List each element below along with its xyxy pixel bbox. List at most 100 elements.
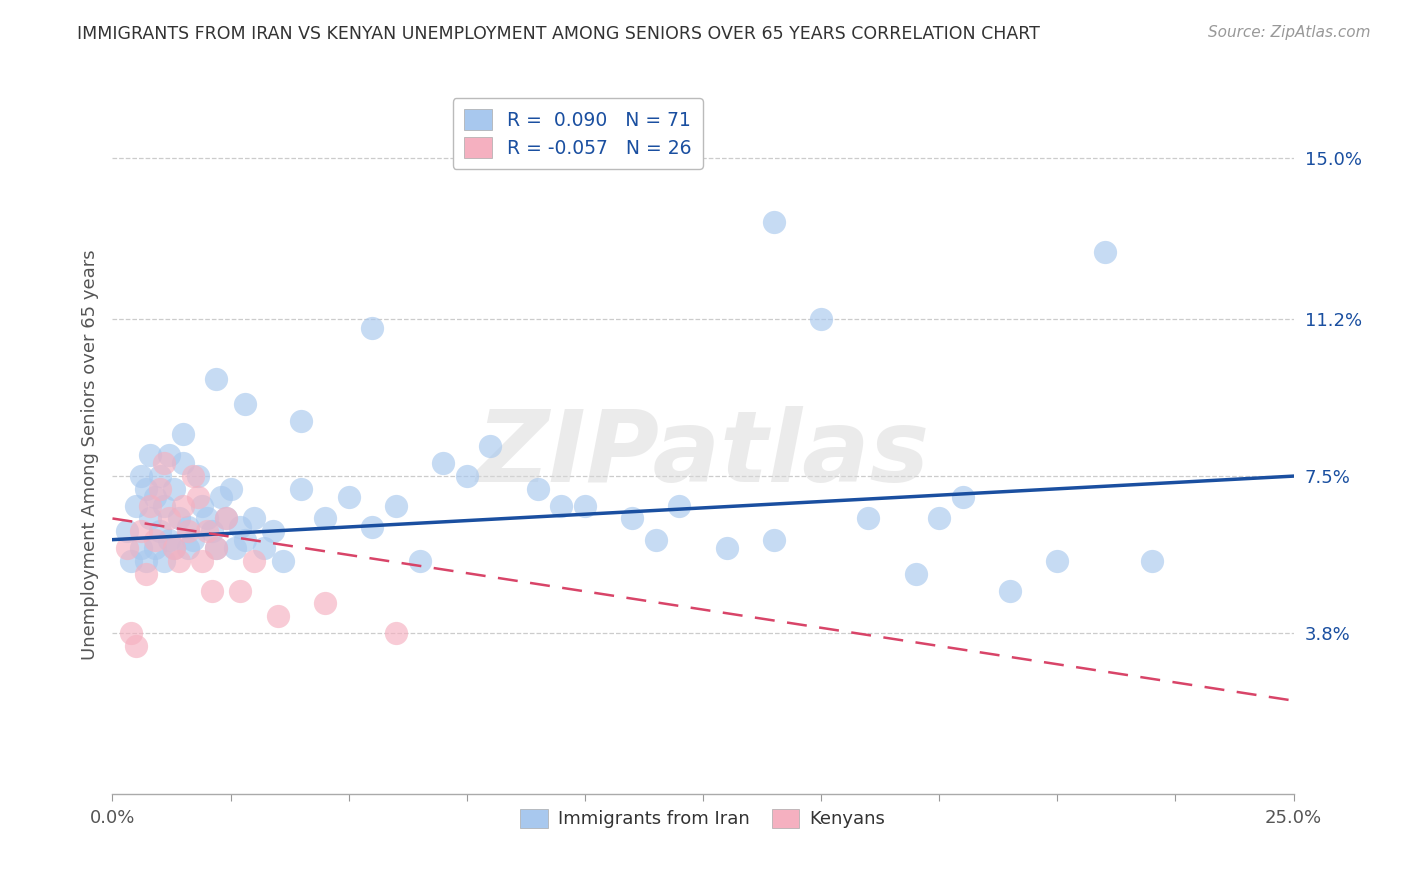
Point	[125, 499, 148, 513]
Point	[550, 499, 572, 513]
Point	[716, 541, 738, 555]
Point	[361, 520, 384, 534]
Point	[621, 511, 644, 525]
Point	[135, 566, 157, 581]
Point	[153, 554, 176, 568]
Point	[167, 554, 190, 568]
Point	[143, 533, 166, 547]
Point	[135, 482, 157, 496]
Point	[361, 321, 384, 335]
Point	[129, 541, 152, 555]
Point	[191, 499, 214, 513]
Point	[201, 524, 224, 538]
Point	[149, 469, 172, 483]
Legend: Immigrants from Iran, Kenyans: Immigrants from Iran, Kenyans	[513, 801, 893, 836]
Point	[172, 499, 194, 513]
Y-axis label: Unemployment Among Seniors over 65 years: Unemployment Among Seniors over 65 years	[80, 250, 98, 660]
Point	[267, 608, 290, 623]
Point	[271, 554, 294, 568]
Point	[149, 482, 172, 496]
Point	[479, 440, 502, 453]
Point	[262, 524, 284, 538]
Point	[157, 533, 180, 547]
Point	[668, 499, 690, 513]
Point	[115, 524, 138, 538]
Point	[290, 482, 312, 496]
Point	[115, 541, 138, 555]
Text: Source: ZipAtlas.com: Source: ZipAtlas.com	[1208, 25, 1371, 40]
Point	[314, 511, 336, 525]
Point	[432, 457, 454, 471]
Point	[243, 511, 266, 525]
Point	[186, 490, 208, 504]
Point	[139, 499, 162, 513]
Point	[904, 566, 927, 581]
Point	[408, 554, 430, 568]
Point	[385, 499, 408, 513]
Point	[229, 583, 252, 598]
Point	[157, 448, 180, 462]
Point	[195, 524, 218, 538]
Point	[215, 511, 238, 525]
Point	[998, 583, 1021, 598]
Point	[120, 554, 142, 568]
Point	[139, 511, 162, 525]
Point	[153, 499, 176, 513]
Point	[762, 533, 785, 547]
Point	[153, 457, 176, 471]
Point	[125, 639, 148, 653]
Point	[181, 533, 204, 547]
Point	[163, 541, 186, 555]
Point	[177, 520, 200, 534]
Point	[385, 626, 408, 640]
Point	[205, 541, 228, 555]
Point	[215, 511, 238, 525]
Point	[858, 511, 880, 525]
Point	[172, 457, 194, 471]
Point	[177, 524, 200, 538]
Point	[952, 490, 974, 504]
Point	[762, 215, 785, 229]
Point	[139, 448, 162, 462]
Point	[224, 541, 246, 555]
Point	[149, 524, 172, 538]
Point	[337, 490, 360, 504]
Point	[129, 469, 152, 483]
Point	[209, 490, 232, 504]
Text: IMMIGRANTS FROM IRAN VS KENYAN UNEMPLOYMENT AMONG SENIORS OVER 65 YEARS CORRELAT: IMMIGRANTS FROM IRAN VS KENYAN UNEMPLOYM…	[77, 25, 1040, 43]
Point	[172, 426, 194, 441]
Point	[143, 490, 166, 504]
Point	[167, 511, 190, 525]
Point	[1094, 244, 1116, 259]
Point	[201, 583, 224, 598]
Point	[290, 414, 312, 428]
Point	[233, 397, 256, 411]
Point	[644, 533, 666, 547]
Point	[253, 541, 276, 555]
Point	[526, 482, 548, 496]
Point	[928, 511, 950, 525]
Point	[205, 541, 228, 555]
Point	[120, 626, 142, 640]
Point	[233, 533, 256, 547]
Point	[229, 520, 252, 534]
Text: ZIPatlas: ZIPatlas	[477, 407, 929, 503]
Point	[135, 554, 157, 568]
Point	[574, 499, 596, 513]
Point	[1046, 554, 1069, 568]
Point	[129, 524, 152, 538]
Point	[195, 511, 218, 525]
Point	[243, 554, 266, 568]
Point	[181, 469, 204, 483]
Point	[810, 312, 832, 326]
Point	[163, 541, 186, 555]
Point	[205, 371, 228, 385]
Point	[177, 541, 200, 555]
Point	[157, 511, 180, 525]
Point	[191, 554, 214, 568]
Point	[186, 469, 208, 483]
Point	[143, 541, 166, 555]
Point	[1140, 554, 1163, 568]
Point	[456, 469, 478, 483]
Point	[314, 596, 336, 610]
